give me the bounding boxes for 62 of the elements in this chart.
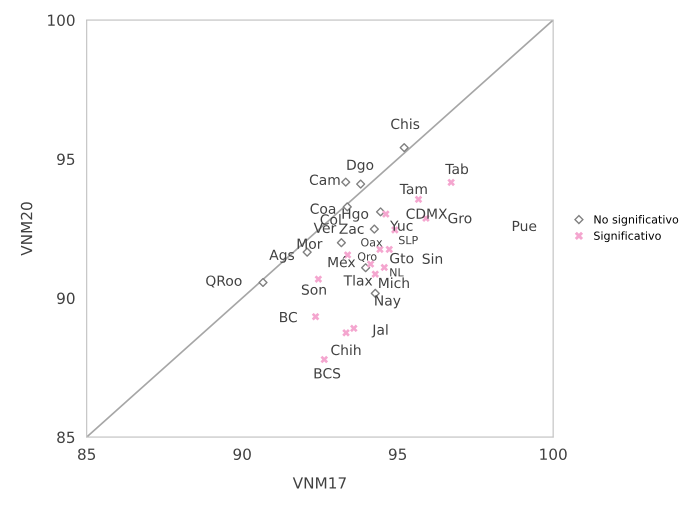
legend-label: Significativo — [594, 231, 661, 242]
x-tick-label: 95 — [388, 448, 406, 460]
point — [336, 238, 346, 248]
annotation: Ags — [269, 250, 294, 263]
point — [350, 324, 358, 332]
legend-label: No significativo — [594, 215, 678, 226]
annotation: Oax — [361, 238, 382, 246]
point — [356, 179, 366, 189]
annotation: Tab — [445, 163, 468, 174]
annotation: Mor — [298, 238, 322, 249]
annotation: Yuc — [390, 220, 413, 231]
point — [400, 143, 409, 152]
point — [342, 329, 350, 337]
point — [385, 246, 394, 254]
annotation: Hgo — [342, 208, 368, 222]
point — [341, 177, 350, 187]
annotation: QRoo — [206, 275, 242, 288]
annotation: Coa — [310, 203, 336, 214]
x-tick-label: 100 — [540, 448, 567, 460]
annotation: BC — [280, 312, 297, 322]
annotation: Pue — [512, 220, 536, 232]
annotation: Nay — [375, 295, 401, 308]
annotation: Dgo — [347, 160, 374, 173]
point — [258, 278, 268, 288]
annotation: BCS — [314, 368, 340, 379]
annotation: Chis — [391, 118, 420, 130]
annotation: Tlax — [344, 274, 372, 286]
annotation: Sin — [422, 253, 442, 264]
annotation: NL — [390, 268, 404, 276]
annotation: Gro — [448, 212, 472, 224]
point — [371, 270, 380, 278]
annotation: CDMX — [406, 208, 448, 219]
x-tick-label: 90 — [233, 448, 251, 460]
annotation: Chih — [331, 344, 360, 356]
annotation: Gto — [390, 252, 414, 264]
annotation: Jal — [372, 324, 388, 338]
annotation: Col — [320, 214, 341, 225]
annotation: Son — [302, 284, 326, 295]
annotation: Ver — [314, 222, 336, 234]
x-tick-label: 85 — [78, 448, 96, 460]
point — [447, 178, 455, 186]
annotation: Zac — [339, 224, 364, 234]
y-axis-title: VNM20 — [20, 202, 32, 256]
point — [320, 356, 328, 364]
annotation: Cam — [310, 174, 340, 186]
point — [370, 224, 379, 234]
point — [380, 264, 388, 272]
annotation: SLP — [399, 236, 418, 244]
annotation: Qro — [358, 252, 377, 262]
annotation: Mich — [379, 277, 409, 288]
y-tick-label: 85 — [57, 432, 74, 444]
annotation: Tam — [400, 184, 427, 194]
point — [361, 263, 370, 272]
x-axis-title: VNM17 — [292, 477, 346, 488]
y-tick-label: 95 — [57, 153, 74, 166]
point — [414, 196, 422, 204]
point — [312, 312, 320, 320]
annotation: Méx — [328, 256, 356, 268]
y-tick-label: 90 — [57, 292, 75, 304]
point — [382, 210, 390, 218]
point — [314, 275, 322, 283]
y-tick-label: 100 — [48, 14, 75, 26]
